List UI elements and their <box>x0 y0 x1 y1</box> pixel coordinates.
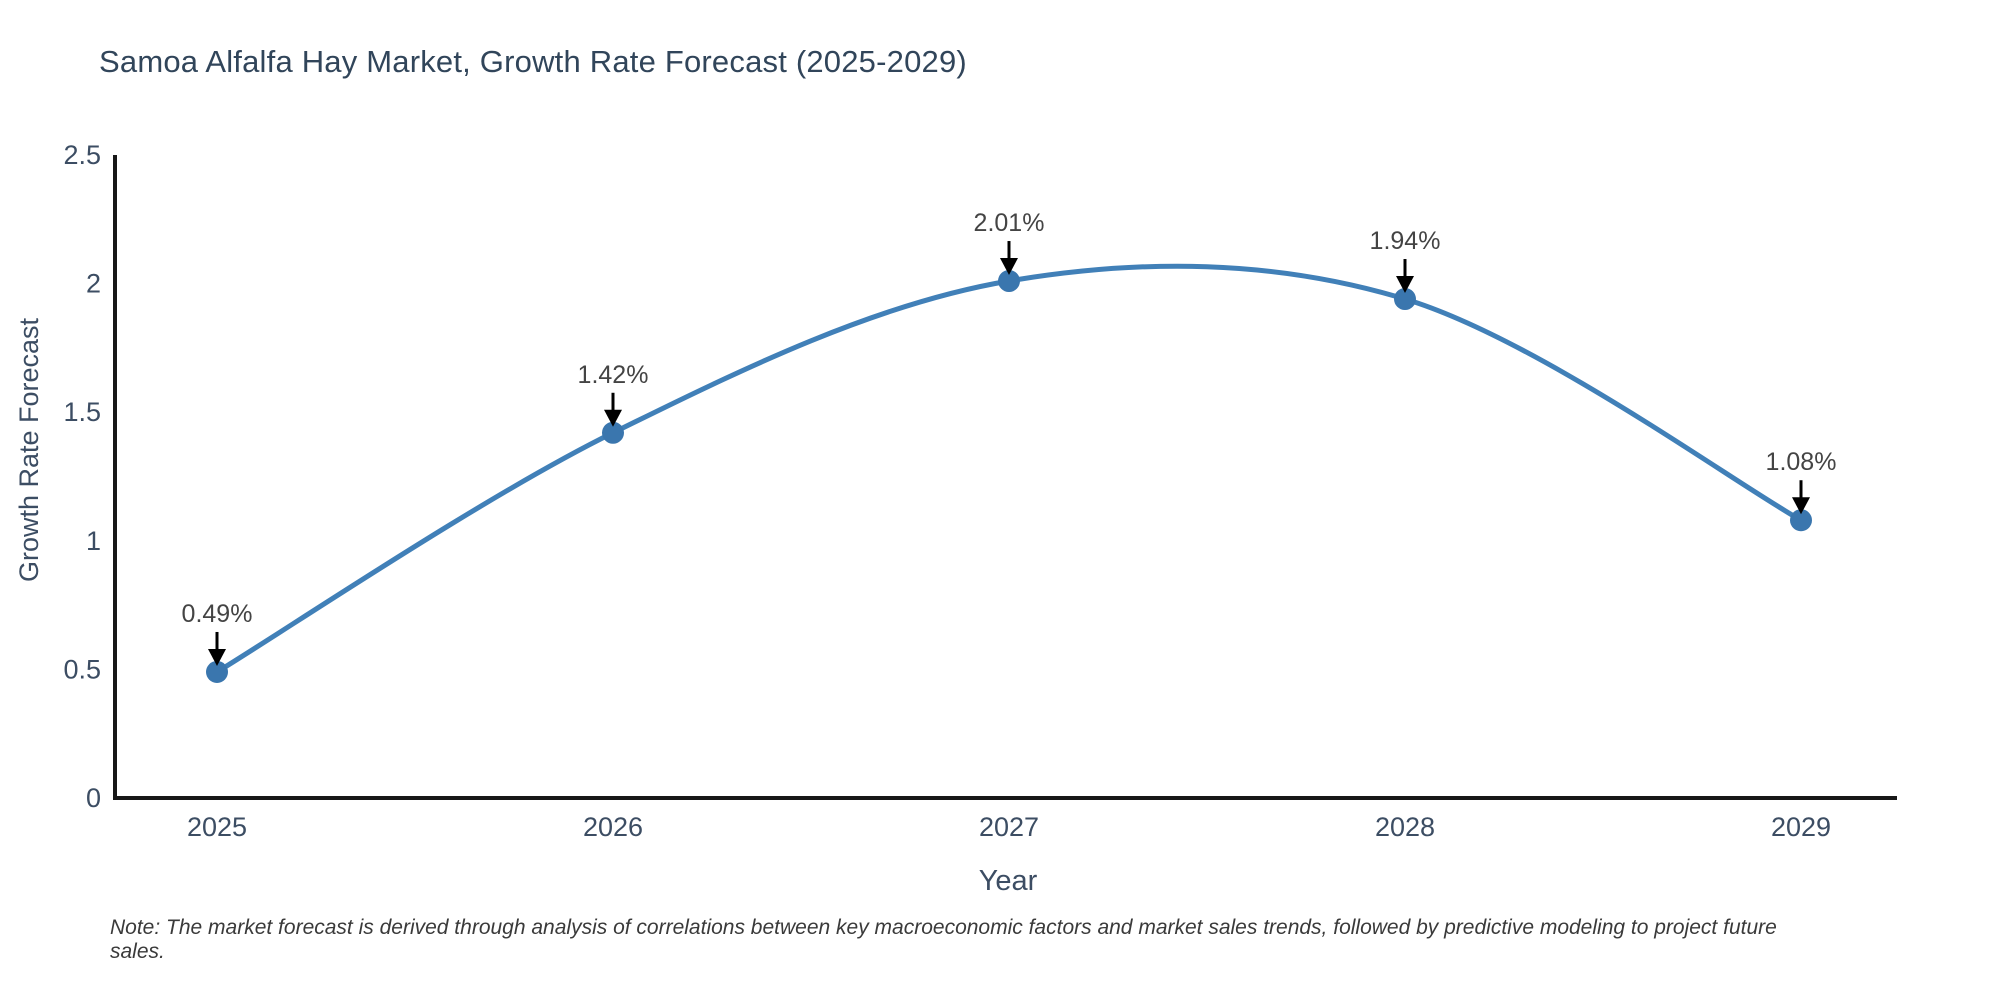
x-tick-label: 2028 <box>1375 812 1435 842</box>
data-point <box>1790 509 1812 532</box>
data-point-label: 1.94% <box>1370 227 1441 255</box>
y-tick-label: 0 <box>86 783 101 813</box>
x-axis-title: Year <box>979 865 1038 897</box>
x-tick-label: 2025 <box>187 812 247 842</box>
x-tick-label: 2029 <box>1771 812 1831 842</box>
y-tick-label: 1 <box>86 526 101 556</box>
y-tick-label: 2.5 <box>63 140 101 170</box>
data-point-label: 0.49% <box>182 600 253 628</box>
chart-note: Note: The market forecast is derived thr… <box>110 916 1777 963</box>
data-point <box>206 660 228 683</box>
data-point <box>998 270 1020 293</box>
y-tick-label: 1.5 <box>63 397 101 427</box>
data-point <box>602 421 624 444</box>
x-tick-label: 2026 <box>583 812 643 842</box>
annotation-arrow-head <box>1000 258 1018 276</box>
data-point-label: 1.08% <box>1766 448 1837 476</box>
data-point <box>1394 288 1416 311</box>
trend-line <box>214 263 1804 675</box>
annotation-arrow-head <box>1396 276 1414 294</box>
data-point-label: 2.01% <box>974 209 1045 237</box>
y-axis-title: Growth Rate Forecast <box>14 317 44 582</box>
y-tick-label: 2 <box>86 269 101 299</box>
x-tick-label: 2027 <box>979 812 1039 842</box>
y-tick-label: 0.5 <box>63 654 101 684</box>
annotation-arrow-head <box>604 409 622 427</box>
data-point-label: 1.42% <box>578 361 649 389</box>
annotation-arrow-head <box>1792 497 1810 515</box>
chart-title: Samoa Alfalfa Hay Market, Growth Rate Fo… <box>99 44 967 79</box>
annotation-arrow-head <box>208 648 226 666</box>
